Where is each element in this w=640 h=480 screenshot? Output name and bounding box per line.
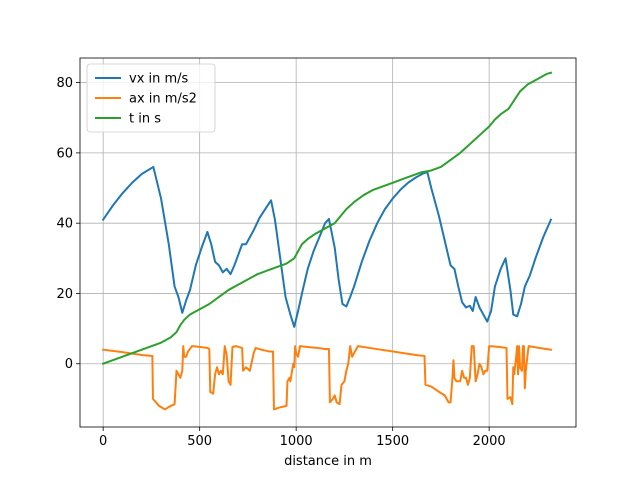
- x-tick-label: 1500: [376, 434, 409, 449]
- series-line: [101, 165, 553, 328]
- y-tick-label: 20: [56, 287, 73, 302]
- x-axis-label: distance in m: [284, 454, 372, 469]
- y-tick-label: 0: [65, 357, 73, 372]
- series-layer: [101, 71, 553, 411]
- y-tick-label: 60: [56, 146, 73, 161]
- plot-area-frame: [79, 57, 577, 428]
- x-tick-label: 0: [99, 434, 107, 449]
- legend-label: t in s: [129, 112, 161, 127]
- x-tick-label: 1000: [280, 434, 313, 449]
- y-tick-label: 40: [56, 217, 73, 232]
- legend-label: ax in m/s2: [129, 92, 197, 107]
- x-tick-label: 500: [187, 434, 212, 449]
- series-line: [101, 71, 553, 366]
- series-line: [102, 345, 553, 411]
- x-tick-label: 2000: [473, 434, 506, 449]
- axis-ticks: 0 500 1000 1500 2000 0 20 40 60 80: [56, 76, 505, 449]
- legend: vx in m/s ax in m/s2 t in s: [86, 63, 216, 133]
- y-tick-label: 80: [56, 76, 73, 91]
- legend-box: [86, 63, 216, 133]
- legend-label: vx in m/s: [129, 72, 189, 87]
